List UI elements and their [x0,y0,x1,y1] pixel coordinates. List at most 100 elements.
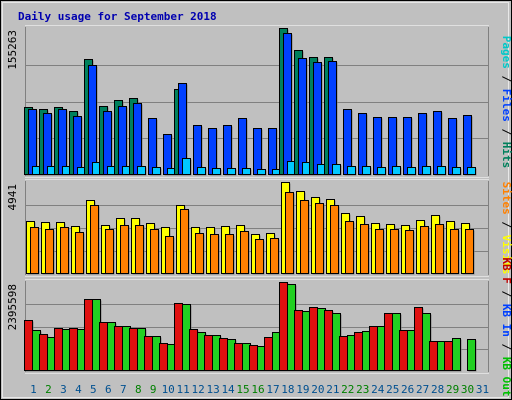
bar-kb-out-day-30 [467,339,476,371]
x-tick-label: 15 [236,383,249,396]
y-max-label: 4941 [6,184,19,211]
x-tick-label: 31 [476,383,489,396]
bar-pages-day-15 [242,168,251,175]
bar-kb-f-day-2 [39,334,48,371]
bar-kb-f-day-8 [129,328,138,371]
bar-kb-f-day-7 [114,326,123,371]
bar-sites-day-2 [45,229,54,274]
bar-files-day-3 [58,109,67,175]
bar-pages-day-8 [137,166,146,175]
x-tick-label: 4 [75,383,82,396]
bar-kb-f-day-16 [249,345,258,371]
bar-files-day-30 [463,115,472,175]
bar-pages-day-30 [467,167,476,175]
bar-kb-f-day-12 [189,329,198,371]
bar-files-day-21 [328,61,337,175]
x-tick-label: 26 [401,383,414,396]
bar-kb-f-day-26 [399,330,408,371]
bar-sites-day-1 [30,227,39,274]
legend-entry-0: Sites [500,182,512,215]
bar-files-day-25 [388,117,397,175]
bar-kb-f-day-22 [339,336,348,371]
bar-kb-f-day-24 [369,326,378,371]
x-axis-labels: 1 2 3 4 5 6 7 8 9 10 11 12 13 14 15 16 17 18 19 20 21 22 23 24 2… [30,383,489,396]
bar-sites-day-16 [255,239,264,274]
bar-sites-day-15 [240,231,249,274]
bar-sites-day-9 [150,229,159,274]
x-tick-label: 10 [162,383,175,396]
x-tick-label: 14 [221,383,235,396]
legend-entry-4: Hits [500,142,512,169]
x-tick-label: 24 [371,383,385,396]
bar-kb-f-day-13 [204,335,213,371]
bar-files-day-15 [238,118,247,175]
bar-files-day-24 [373,117,382,175]
bar-sites-day-20 [315,203,324,274]
bar-sites-day-27 [420,226,429,274]
bar-sites-day-29 [450,229,459,274]
bar-sites-day-11 [180,209,189,274]
bar-kb-f-day-27 [414,307,423,371]
bar-files-day-19 [298,58,307,175]
panel-kb: 2395598 KB F / KB In / KB Out [6,257,512,396]
bar-kb-f-day-5 [84,299,93,371]
bar-pages-day-9 [152,167,161,175]
bar-sites-day-14 [225,234,234,274]
bar-sites-day-3 [60,227,69,274]
x-tick-label: 18 [281,383,294,396]
bar-files-day-2 [43,113,52,175]
legend-entry-2: KB In [500,304,512,337]
bar-sites-day-23 [360,224,369,274]
x-tick-label: 12 [192,383,205,396]
bar-kb-f-day-19 [294,310,303,371]
bar-sites-day-17 [270,238,279,274]
bar-kb-f-day-6 [99,322,108,371]
x-tick-label: 27 [416,383,429,396]
bar-files-day-6 [103,111,112,175]
bar-sites-day-12 [195,233,204,274]
x-tick-label: 6 [105,383,112,396]
bar-sites-day-4 [75,232,84,274]
x-tick-label: 19 [296,383,309,396]
bar-sites-day-30 [465,229,474,274]
bar-kb-f-day-10 [159,343,168,371]
x-tick-label: 22 [341,383,354,396]
bar-sites-day-7 [120,225,129,274]
panel-visits-sites: 4941 Sites / Visits [6,179,512,277]
x-tick-label: 2 [45,383,52,396]
legend-entry-2: Visits [500,235,512,275]
x-tick-label: 9 [150,383,157,396]
bar-kb-f-day-29 [444,341,453,371]
bar-files-day-7 [118,106,127,175]
bar-kb-f-day-15 [234,343,243,371]
bar-files-day-5 [88,65,97,175]
bar-kb-f-day-1 [24,320,33,371]
bar-sites-day-8 [135,225,144,274]
bar-sites-day-21 [330,205,339,274]
bar-files-day-26 [403,117,412,175]
bar-pages-day-22 [347,166,356,175]
bar-files-day-14 [223,125,232,175]
bar-files-day-29 [448,118,457,175]
x-tick-label: 23 [356,383,369,396]
x-tick-label: 21 [326,383,339,396]
x-tick-label: 25 [386,383,399,396]
bar-pages-day-21 [332,164,341,175]
bar-pages-day-26 [407,167,416,175]
legend-entry-0: Pages [500,36,512,69]
bar-pages-day-25 [392,166,401,175]
bar-sites-day-28 [435,224,444,274]
bar-pages-day-11 [182,158,191,175]
bar-kb-f-day-14 [219,338,228,371]
bar-files-day-28 [433,111,442,175]
bar-files-day-1 [28,109,37,175]
bar-sites-day-6 [105,229,114,274]
bar-sites-day-5 [90,205,99,274]
x-tick-label: 30 [461,383,474,396]
bar-files-day-9 [148,118,157,175]
legend-entry-4: KB Out [500,357,512,397]
bar-files-day-22 [343,109,352,175]
bar-kb-f-day-3 [54,328,63,371]
